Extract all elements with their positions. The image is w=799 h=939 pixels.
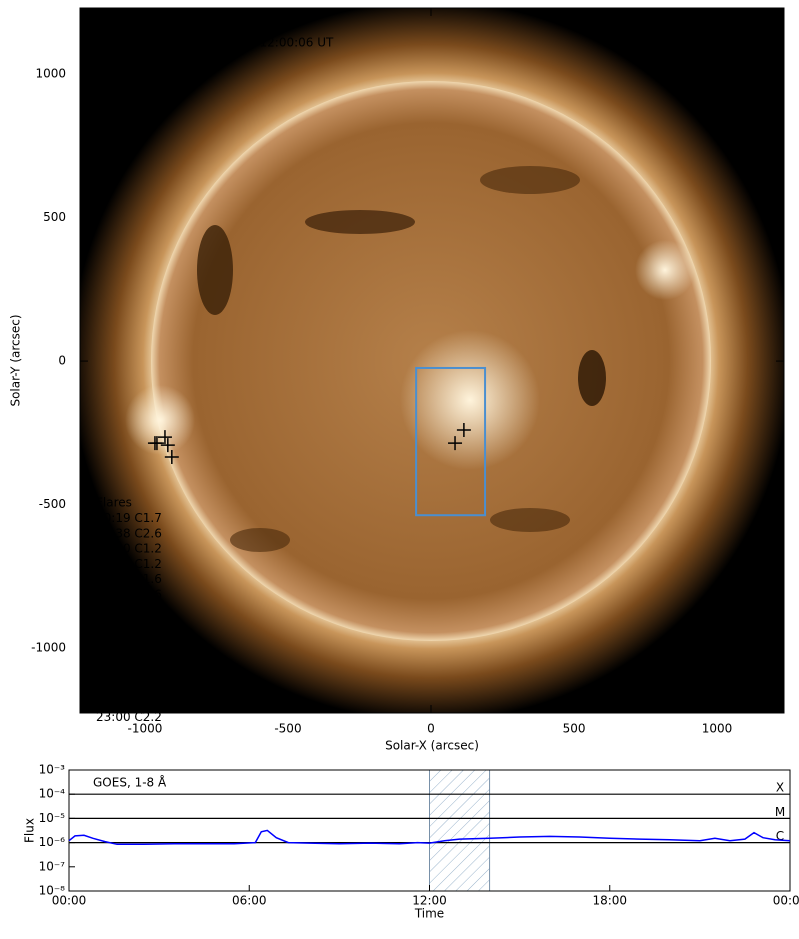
x-tick-label: 00:00	[52, 894, 87, 908]
flare-marker	[164, 449, 179, 464]
y-tick-label: 10⁻³	[39, 763, 66, 777]
x-tick-label: 1000	[702, 722, 733, 736]
x-tick-label: 12:00	[412, 894, 447, 908]
legend-entry: 14:08 C1.2	[96, 557, 162, 571]
image-title: AIA 0193, 9-Nov-2013, 12:00:06 UT	[120, 36, 334, 50]
y-tick-label: -500	[39, 497, 66, 511]
solar-image	[80, 8, 784, 713]
x-tick-label: 18:00	[592, 894, 627, 908]
y-tick-label: 10⁻⁸	[39, 884, 66, 898]
y-tick-label: 10⁻⁶	[39, 835, 66, 849]
legend-entry: 18:04 C1.3	[96, 664, 162, 678]
legend-entry: 16:27 C1.6	[96, 618, 162, 632]
x-axis-label: Solar-X (arcsec)	[385, 739, 479, 753]
legend-entry: 17:34 C1.8	[96, 649, 162, 663]
legend-entry: 00:19 C1.7	[96, 511, 162, 525]
legend-entry: 15:52 C1.4	[96, 603, 162, 617]
flare-marker	[448, 436, 463, 451]
legend-entry: 23:00 C2.2	[96, 710, 162, 724]
series-label: GOES, 1-8 Å	[93, 775, 167, 790]
selection-box	[415, 366, 487, 517]
legend-entry: 20:43 C1.4	[96, 695, 162, 709]
class-label: C	[776, 829, 784, 843]
legend-entry: 15:07 C1.6	[96, 572, 162, 586]
class-label: X	[776, 781, 784, 795]
flare-marker	[456, 422, 471, 437]
legend-entry: 06:38 C2.6	[96, 526, 162, 540]
legend-entry: 12:50 C1.2	[96, 542, 162, 556]
legend-entry: 17:07 C1.7	[96, 633, 162, 647]
legend-entry: 19:40 C1.0	[96, 679, 162, 693]
image-frame	[79, 7, 785, 714]
class-label: M	[775, 805, 785, 819]
x-tick-label: -1000	[127, 722, 162, 736]
y-tick-label: 10⁻⁴	[39, 787, 66, 801]
solar-panel: -1000 -500 0 500 1000 -1000 -500 0 500 1000 Solar-…	[9, 8, 784, 753]
x-tick-label: 0	[427, 722, 435, 736]
y-tick-label: 0	[58, 354, 66, 368]
x-tick-label: 500	[563, 722, 586, 736]
goes-panel: XMC 10⁻⁸ 10⁻⁷ 10⁻⁶ 10⁻⁵ 10⁻⁴ 10⁻³ 00:00 06:00 12:…	[23, 763, 799, 921]
x-tick-label: 00:00	[773, 894, 799, 908]
y-tick-label: -1000	[31, 641, 66, 655]
y-tick-label: 10⁻⁷	[39, 859, 66, 873]
flare-marker	[157, 430, 172, 445]
y-tick-label: 500	[43, 210, 66, 224]
y-tick-label: 10⁻⁵	[39, 811, 66, 825]
x-tick-label: -500	[274, 722, 301, 736]
x-axis-label: Time	[414, 907, 444, 921]
y-axis-label: Flux	[23, 818, 37, 843]
flare-marker	[147, 436, 162, 451]
flare-marker	[160, 438, 175, 453]
flux-line	[68, 829, 791, 846]
highlight-band	[429, 769, 491, 892]
x-tick-label: 06:00	[232, 894, 267, 908]
legend-entry: 15:33 C1.6	[96, 588, 162, 602]
y-axis-label: Solar-Y (arcsec)	[9, 314, 23, 406]
legend-title: Flares	[96, 496, 132, 510]
y-tick-label: 1000	[35, 67, 66, 81]
